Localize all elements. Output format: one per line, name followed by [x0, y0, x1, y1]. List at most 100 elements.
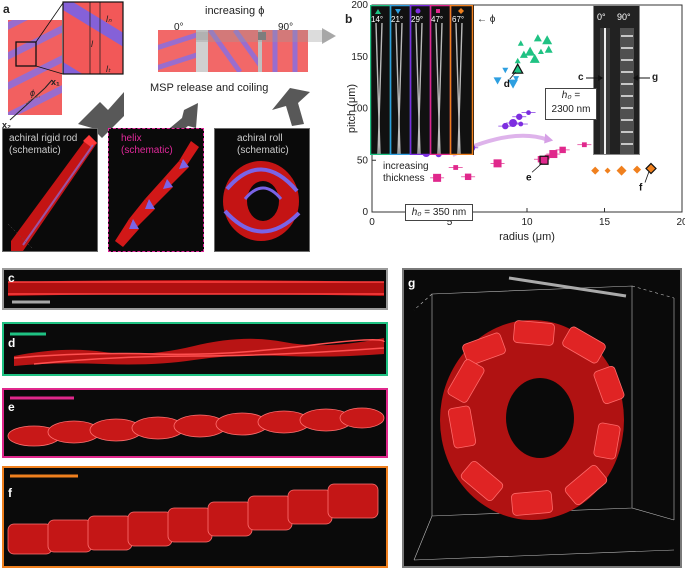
- data-point: [493, 159, 502, 168]
- schematic-roll: achiral roll (schematic): [214, 128, 310, 252]
- data-point: [509, 118, 518, 127]
- y-axis-label: pitch (μm): [346, 84, 358, 133]
- data-point: [544, 45, 553, 53]
- panel-a-graphics: [8, 1, 336, 138]
- inset-angle-4: 67°: [452, 15, 465, 24]
- h0-high-value: 2300 nm: [551, 104, 591, 115]
- data-point: [526, 110, 531, 116]
- schematic-rod-line1: achiral rigid rod: [9, 133, 78, 144]
- callout-line: [509, 71, 517, 80]
- thickness-line2: thickness: [383, 173, 425, 184]
- panel-c: [2, 268, 388, 310]
- data-point: [549, 150, 558, 159]
- data-point: [493, 77, 502, 85]
- phi-strip-title: increasing ϕ: [205, 5, 265, 17]
- schematic-rod-line2: (schematic): [9, 145, 61, 156]
- panel-d: [2, 322, 388, 376]
- data-point: [502, 67, 509, 74]
- data-point: [519, 50, 528, 58]
- inset-angle-1: 21°: [391, 15, 404, 24]
- x-tick-label: 20: [676, 217, 685, 228]
- schematic-roll-line1: achiral roll: [237, 133, 283, 144]
- data-point: [581, 142, 587, 148]
- h0-high-box: h₀ = 2300 nm: [545, 88, 597, 120]
- phi-strip: [158, 28, 336, 72]
- data-point: [514, 57, 521, 64]
- thickness-line1: increasing: [383, 161, 429, 172]
- inset-achiral: 0° 90°: [593, 5, 640, 155]
- y-tick-label: 50: [357, 155, 369, 166]
- data-point: [559, 146, 566, 154]
- panel-label-b: b: [345, 12, 353, 26]
- y-tick-label: 200: [351, 0, 368, 11]
- panel-f: [2, 466, 388, 568]
- length-ln: lₙ: [106, 14, 112, 24]
- sheet-zoom-inset: [63, 2, 123, 74]
- h0-low-value: = 350 nm: [424, 207, 467, 218]
- data-point: [525, 46, 536, 56]
- y-tick-label: 0: [362, 207, 368, 218]
- callout-c: c: [578, 72, 584, 83]
- y-tick-label: 150: [351, 52, 368, 63]
- callout-label: f: [639, 183, 643, 194]
- msp-release-text: MSP release and coiling: [150, 82, 269, 94]
- data-point: [508, 79, 519, 89]
- inset-angle-0: 14°: [371, 15, 384, 24]
- schematic-helix-line1: helix: [121, 133, 142, 144]
- callout-label: d: [504, 79, 510, 90]
- data-point: [529, 53, 540, 63]
- x-axis-label: radius (μm): [499, 231, 555, 243]
- data-point: [464, 173, 472, 181]
- panel-label-g: g: [408, 276, 416, 290]
- msp-sheet: [8, 20, 62, 115]
- length-lt: lₜ: [106, 64, 111, 74]
- phi-angle: ϕ: [30, 88, 36, 98]
- inset2-angle-0: 0°: [597, 12, 606, 22]
- h0-low-box: h₀ = 350 nm: [405, 204, 473, 221]
- schematic-roll-line2: (schematic): [237, 145, 289, 156]
- h0-high-symbol: h₀: [561, 90, 572, 101]
- data-point: [633, 165, 642, 174]
- inset2-angle-1: 90°: [617, 12, 631, 22]
- length-l: l: [91, 39, 93, 49]
- data-point: [616, 165, 627, 176]
- panel-label-e: e: [8, 400, 15, 414]
- data-point: [453, 165, 459, 170]
- schematic-rod: achiral rigid rod (schematic): [2, 128, 98, 252]
- inset-angle-2: 29°: [411, 15, 424, 24]
- data-point: [537, 48, 544, 54]
- schematic-helix: helix (schematic): [108, 128, 204, 252]
- data-point: [542, 35, 553, 45]
- panel-g: [402, 268, 682, 568]
- y-tick-label: 100: [351, 104, 368, 115]
- phi-strip-end: 90°: [278, 22, 294, 33]
- data-point: [517, 40, 524, 46]
- x-tick-label: 5: [447, 217, 453, 228]
- data-point: [433, 173, 442, 182]
- panel-label-f: f: [8, 486, 12, 500]
- data-point: [604, 167, 611, 174]
- x-tick-label: 15: [599, 217, 611, 228]
- callout-line: [644, 171, 650, 183]
- coiling-arrows: [78, 88, 310, 138]
- callout-label: e: [526, 172, 532, 183]
- data-point: [539, 155, 549, 165]
- phi-strip-start: 0°: [174, 22, 184, 33]
- panel-label-d: d: [8, 336, 16, 350]
- data-point: [645, 162, 657, 175]
- sheet-zoom-box: [15, 41, 37, 67]
- inset-phi-series: 14° 21° 29° 47° 67°: [370, 5, 474, 155]
- data-point: [533, 34, 542, 42]
- panel-label-c: c: [8, 271, 15, 285]
- panel-e: [2, 388, 388, 458]
- callout-g: g: [652, 72, 659, 83]
- inset-angle-3: 47°: [431, 15, 444, 24]
- panel-label-a: a: [3, 2, 10, 16]
- data-point: [518, 121, 524, 127]
- data-point: [502, 122, 509, 130]
- data-point: [511, 62, 524, 74]
- inset-phi-label: ← ϕ: [477, 14, 496, 25]
- callout-line: [531, 162, 543, 173]
- x-tick-label: 0: [369, 217, 375, 228]
